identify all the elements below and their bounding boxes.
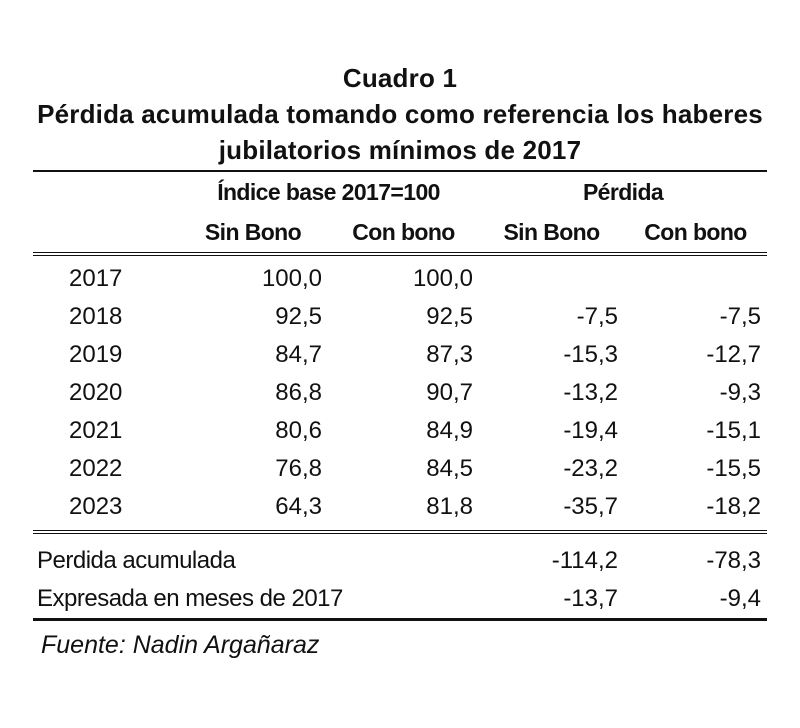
summary-label: Perdida acumulada xyxy=(37,547,236,574)
loss-con-bono-cell: -7,5 xyxy=(719,303,762,330)
loss-sin-bono-cell xyxy=(479,254,624,298)
loss-con-bono-cell: -9,3 xyxy=(719,379,762,406)
summary-rows: Perdida acumulada -114,2 -78,3 Expresada en… xyxy=(33,532,768,621)
index-sin-bono-cell: 80,6 xyxy=(275,417,322,444)
year-cell: 2021 xyxy=(69,417,123,444)
index-con-bono-cell: 84,5 xyxy=(426,455,474,482)
year-cell: 2018 xyxy=(69,303,123,330)
table-row: 2022 76,8 84,5 -23,2 -15,5 xyxy=(33,450,767,488)
loss-con-bono-cell: -15,5 xyxy=(706,455,762,482)
title-line-1: Cuadro 1 xyxy=(342,63,458,93)
index-sin-bono-cell: 100,0 xyxy=(261,265,322,292)
loss-sin-bono-cell: -15,3 xyxy=(563,341,619,368)
corner-cell xyxy=(33,170,178,212)
loss-sin-bono-cell: -23,2 xyxy=(563,455,619,482)
loss-con-bono-cell: -15,1 xyxy=(706,417,762,444)
year-cell: 2023 xyxy=(33,488,178,534)
title-line-2: Pérdida acumulada tomando como referenci… xyxy=(37,99,763,165)
summary-sin-bono-cell: -114,2 xyxy=(551,547,619,574)
index-sin-bono-cell: 64,3 xyxy=(178,488,328,534)
table-row: 2017 100,0 100,0 xyxy=(33,254,767,298)
table-row: 2021 80,6 84,9 -19,4 -15,1 xyxy=(33,412,767,450)
loss-con-bono-cell: -18,2 xyxy=(624,488,768,534)
table-figure: Cuadro 1 Pérdida acumulada tomando como … xyxy=(33,60,768,660)
corner-cell xyxy=(33,212,178,256)
table-row: 2023 64,3 81,8 -35,7 -18,2 xyxy=(33,488,768,534)
index-con-bono-cell: 90,7 xyxy=(426,379,474,406)
loss-sin-bono-cell: -13,2 xyxy=(563,379,619,406)
index-sin-bono-cell: 86,8 xyxy=(275,379,322,406)
year-rows: 2017 100,0 100,0 2018 92,5 92,5 -7,5 -7,5 2019 84… xyxy=(33,254,768,534)
summary-sin-bono-cell: -13,7 xyxy=(479,580,625,621)
summary-con-bono-cell: -78,3 xyxy=(706,547,762,574)
loss-sin-bono-cell: -35,7 xyxy=(479,488,625,534)
index-con-bono-cell: 87,3 xyxy=(426,341,474,368)
source-note: Fuente: Nadin Argañaraz xyxy=(41,631,320,659)
loss-con-bono-cell: -12,7 xyxy=(706,341,762,368)
summary-row: Expresada en meses de 2017 -13,7 -9,4 xyxy=(33,580,768,621)
data-table: Índice base 2017=100 Pérdida Sin Bono Co… xyxy=(33,170,768,621)
loss-con-bono-cell xyxy=(624,254,767,298)
column-header: Con bono xyxy=(624,212,768,256)
year-cell: 2020 xyxy=(69,379,123,406)
table-row: 2020 86,8 90,7 -13,2 -9,3 xyxy=(33,374,767,412)
column-header-row: Sin Bono Con bono Sin Bono Con bono xyxy=(33,212,768,256)
index-con-bono-cell: 81,8 xyxy=(328,488,480,534)
column-header: Con bono xyxy=(328,212,480,256)
group-header-row: Índice base 2017=100 Pérdida xyxy=(33,170,768,212)
index-sin-bono-cell: 84,7 xyxy=(275,341,322,368)
loss-sin-bono-cell: -7,5 xyxy=(576,303,619,330)
summary-row: Perdida acumulada -114,2 -78,3 xyxy=(33,532,767,580)
year-cell: 2019 xyxy=(69,341,123,368)
group-header-index: Índice base 2017=100 xyxy=(178,170,480,212)
table-row: 2019 84,7 87,3 -15,3 -12,7 xyxy=(33,336,767,374)
year-cell: 2017 xyxy=(69,265,123,292)
table-title: Cuadro 1 Pérdida acumulada tomando como … xyxy=(33,60,767,168)
index-con-bono-cell: 100,0 xyxy=(412,265,474,292)
column-header: Sin Bono xyxy=(479,212,625,256)
table-row: 2018 92,5 92,5 -7,5 -7,5 xyxy=(33,298,767,336)
index-con-bono-cell: 84,9 xyxy=(426,417,474,444)
index-sin-bono-cell: 76,8 xyxy=(275,455,322,482)
group-header-loss: Pérdida xyxy=(479,170,768,212)
index-sin-bono-cell: 92,5 xyxy=(275,303,322,330)
year-cell: 2022 xyxy=(69,455,123,482)
summary-con-bono-cell: -9,4 xyxy=(624,580,768,621)
index-con-bono-cell: 92,5 xyxy=(426,303,474,330)
summary-label: Expresada en meses de 2017 xyxy=(33,580,480,621)
column-header: Sin Bono xyxy=(178,212,328,256)
loss-sin-bono-cell: -19,4 xyxy=(563,417,619,444)
